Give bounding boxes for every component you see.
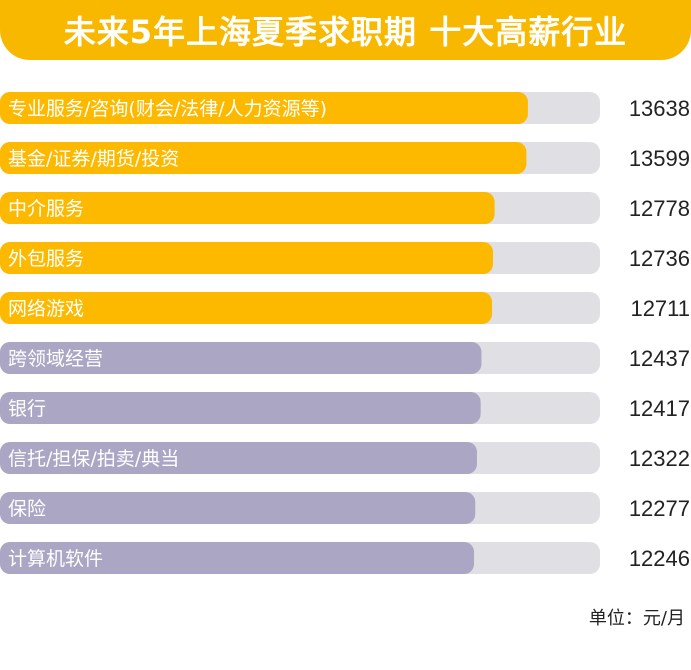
value-label: 13638 xyxy=(629,96,690,121)
category-label: 网络游戏 xyxy=(8,298,84,320)
value-label: 12322 xyxy=(629,446,690,471)
value-label: 12277 xyxy=(629,496,690,521)
unit-label: 单位：元/月 xyxy=(588,608,685,629)
category-label: 专业服务/咨询(财会/法律/人力资源等) xyxy=(8,98,327,120)
bar xyxy=(0,392,481,424)
bar xyxy=(0,442,477,474)
category-label: 基金/证券/期货/投资 xyxy=(8,148,179,170)
value-label: 12417 xyxy=(629,396,690,421)
category-label: 银行 xyxy=(8,398,46,420)
category-label: 跨领域经营 xyxy=(8,348,103,370)
bar xyxy=(0,192,495,224)
chart-title: 未来5年上海夏季求职期 十大高薪行业 xyxy=(63,13,628,51)
value-label: 12711 xyxy=(630,296,690,321)
title-banner: 未来5年上海夏季求职期 十大高薪行业 xyxy=(0,0,691,60)
value-label: 13599 xyxy=(629,146,690,171)
value-label: 12437 xyxy=(629,346,690,371)
category-label: 计算机软件 xyxy=(8,548,103,570)
bar xyxy=(0,142,527,174)
bar xyxy=(0,92,528,124)
value-label: 12778 xyxy=(629,196,690,221)
bar xyxy=(0,292,493,324)
category-label: 中介服务 xyxy=(8,198,84,220)
category-label: 信托/担保/拍卖/典当 xyxy=(8,448,179,470)
bar xyxy=(0,492,476,524)
bar xyxy=(0,342,482,374)
category-label: 外包服务 xyxy=(8,248,84,270)
category-label: 保险 xyxy=(8,498,46,520)
value-label: 12736 xyxy=(629,246,690,271)
bar xyxy=(0,542,475,574)
bar xyxy=(0,242,494,274)
value-label: 12246 xyxy=(629,546,690,571)
